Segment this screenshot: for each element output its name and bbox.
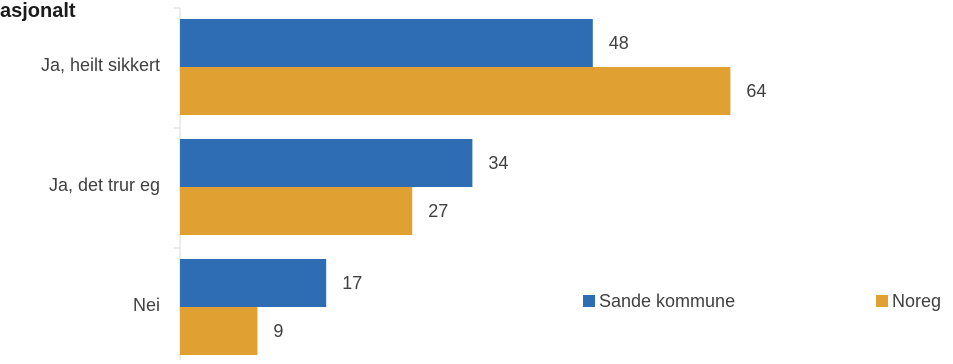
bar-noreg-ja-heilt-sikkert — [180, 67, 731, 115]
legend: Sande kommune Noreg — [583, 291, 941, 311]
category-label-nei: Nei — [133, 295, 160, 315]
data-label-sande-kommune-ja-det-trur-eg: 34 — [488, 153, 508, 173]
bar-noreg-ja-det-trur-eg — [180, 187, 413, 235]
legend-label-sande-kommune: Sande kommune — [599, 291, 735, 311]
legend-label-noreg: Noreg — [892, 291, 941, 311]
data-label-noreg-ja-heilt-sikkert: 64 — [746, 81, 766, 101]
bars — [180, 19, 731, 355]
data-label-noreg-nei: 9 — [273, 321, 283, 341]
data-labels: 48 64 34 27 17 9 — [273, 33, 766, 341]
bar-sande-kommune-nei — [180, 259, 327, 307]
category-labels: Ja, heilt sikkert Ja, det trur eg Nei — [41, 55, 160, 315]
category-label-ja-heilt-sikkert: Ja, heilt sikkert — [41, 55, 160, 75]
legend-swatch-noreg — [876, 295, 888, 307]
category-label-ja-det-trur-eg: Ja, det trur eg — [49, 175, 160, 195]
bar-sande-kommune-ja-det-trur-eg — [180, 139, 473, 187]
data-label-sande-kommune-ja-heilt-sikkert: 48 — [609, 33, 629, 53]
bar-sande-kommune-ja-heilt-sikkert — [180, 19, 593, 67]
data-label-noreg-ja-det-trur-eg: 27 — [428, 201, 448, 221]
category-axis — [174, 7, 181, 360]
chart-title: asjonalt — [0, 0, 76, 22]
legend-swatch-sande-kommune — [583, 295, 595, 307]
data-label-sande-kommune-nei: 17 — [342, 273, 362, 293]
bar-noreg-nei — [180, 307, 258, 355]
